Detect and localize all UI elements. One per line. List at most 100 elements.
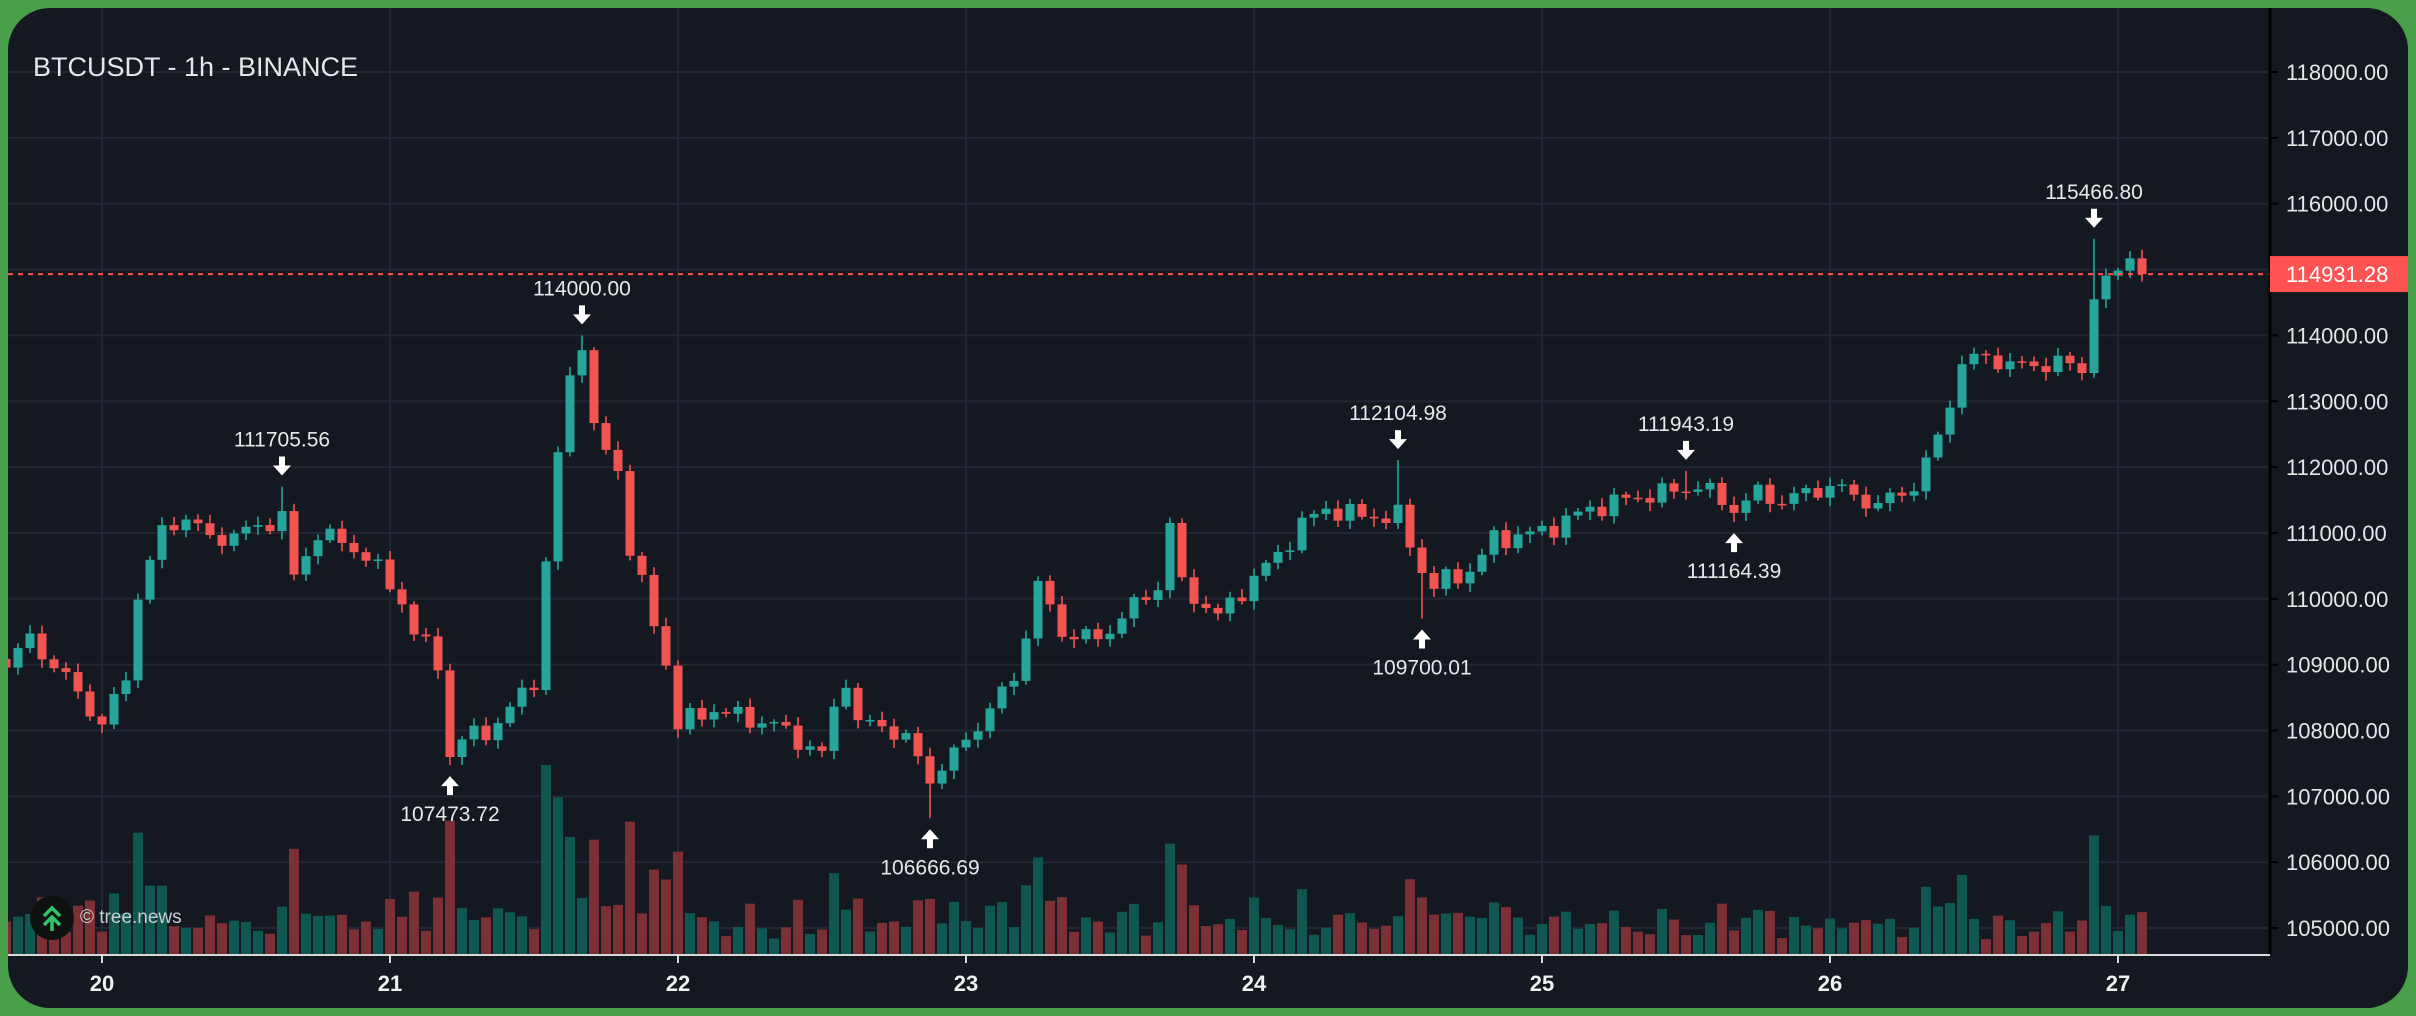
volume-bar [1621,926,1631,955]
volume-bar [217,923,227,955]
candle-body [73,672,83,692]
candle-body [877,720,887,727]
volume-bar [1129,903,1139,955]
candle-body [1333,508,1343,521]
volume-bar [1765,910,1775,955]
volume-bar [1021,885,1031,955]
candle-body [625,471,635,556]
candle-body [1465,571,1475,584]
volume-bar [1153,922,1163,955]
candle-body [805,746,815,750]
volume-bar [61,931,71,955]
candle-body [493,723,503,741]
candle-body [817,746,827,751]
candle-body [865,720,875,722]
volume-bar [361,921,371,955]
candle-body [745,706,755,728]
arrow-up-icon [1725,533,1743,553]
candle-body [109,693,119,725]
candle-body [1453,569,1463,584]
volume-bar [1549,916,1559,955]
volume-bar [841,909,851,955]
candle-body [601,423,611,450]
volume-bar [1585,923,1595,955]
candle-body [553,452,563,562]
candle-body [793,725,803,750]
candle-body [1477,554,1487,572]
volume-bar [901,926,911,955]
volume-bar [553,797,563,955]
candle-body [1777,503,1787,506]
volume-bar [457,908,467,955]
volume-bar [1381,925,1391,955]
volume-bar [673,851,683,955]
volume-bar [1285,929,1295,955]
candle-body [289,511,299,575]
candle-body [25,633,35,649]
candle-body [1861,494,1871,509]
volume-bar [733,926,743,955]
volume-bar [1057,897,1067,955]
candle-body [241,526,251,534]
price-tick-label: 110000.00 [2286,587,2388,612]
volume-bar [1981,939,1991,955]
candle-body [1021,638,1031,681]
candle-body [649,574,659,627]
candle-body [325,528,335,541]
candle-body [1489,530,1499,555]
candle-body [685,708,695,730]
volume-bar [1705,922,1715,955]
candle-body [2125,258,2135,271]
volume-bar [1201,926,1211,955]
volume-bar [577,897,587,955]
volume-bar [1117,911,1127,955]
candle-body [1501,530,1511,549]
candle-body [1729,504,1739,513]
volume-bar [2041,922,2051,955]
candle-body [1273,551,1283,563]
low-annotation: 111164.39 [1687,560,1782,583]
chart-title: BTCUSDT - 1h - BINANCE [33,52,359,82]
candle-body [1633,497,1643,500]
volume-bar [421,930,431,955]
volume-bar [1657,908,1667,955]
price-tick-label: 106000.00 [2286,850,2390,875]
candle-body [1261,562,1271,576]
volume-bar [1801,925,1811,955]
candle-body [1117,618,1127,634]
candle-body [1681,491,1691,494]
volume-bar [157,885,167,955]
volume-bar [1345,913,1355,955]
volume-bar [697,917,707,955]
candle-body [61,668,71,673]
low-annotation: 106666.69 [880,856,979,879]
candlestick-chart[interactable]: 111705.56 107473.72 114000.00 106666.69 1121… [8,8,2408,1008]
volume-bar [1921,886,1931,955]
candle-body [169,525,179,531]
candle-body [2137,258,2147,275]
candle-body [1693,489,1703,492]
volume-bar [505,912,515,955]
volume-bar [1753,909,1763,955]
candle-body [1717,482,1727,505]
candle-body [373,559,383,561]
candle-body [769,721,779,724]
price-tick-label: 109000.00 [2286,653,2390,678]
time-tick-label: 23 [954,971,978,996]
volume-bar [1321,927,1331,955]
volume-bar [1237,929,1247,955]
volume-bar [1885,918,1895,955]
candle-body [589,350,599,424]
candle-body [1405,504,1415,548]
candle-body [1561,515,1571,538]
candle-body [1513,534,1523,549]
volume-bar [1033,857,1043,955]
volume-bar [1861,920,1871,955]
volume-bar [817,929,827,955]
volume-bar [2029,931,2039,955]
candle-body [757,723,767,728]
candle-body [2029,361,2039,367]
candle-body [577,350,587,376]
candle-body [1105,633,1115,640]
volume-bar [997,902,1007,955]
